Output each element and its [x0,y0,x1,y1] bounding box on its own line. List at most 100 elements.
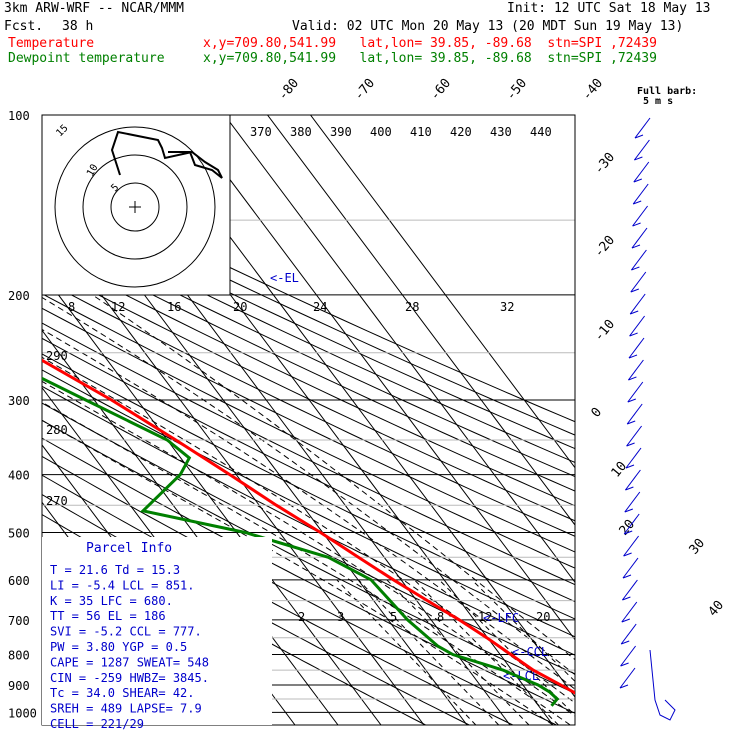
theta-label: 370 [250,125,272,139]
pressure-label: 200 [8,289,30,303]
barb-legend-title: Full barb: [637,86,697,97]
wind-barb-flag [631,266,640,271]
profile-layer [42,358,575,707]
top-isotherm-label: -80 [276,76,303,104]
mixing-ratio-label: 16 [167,300,181,314]
wind-barb [624,491,641,513]
right-isotherm-label: 30 [687,536,709,558]
valid-time: Valid: 02 UTC Mon 20 May 13 (20 MDT Sun … [292,19,684,34]
wind-barb-flag [634,134,644,139]
theta-label: 400 [370,125,392,139]
wind-barb-flag [628,354,638,359]
wind-barb-flag [624,508,633,513]
dewpoint-station-info: x,y=709.80,541.99 lat,lon= 39.85, -89.68… [203,51,657,66]
moist-adiabat [42,296,575,676]
wind-barb-flag [626,442,635,447]
low-level-wind-barbs [649,649,676,721]
dry-adiabat [42,293,575,553]
theta-label: 440 [530,125,552,139]
wind-barb-flag [634,156,643,161]
lower-mixing-ratio-label: 3 [337,610,344,624]
temperature-station-info: x,y=709.80,541.99 lat,lon= 39.85, -89.68… [203,36,657,51]
wind-barb-flag [630,310,639,315]
temperature-profile [42,358,575,695]
wind-barb-flag [621,618,630,623]
left-theta-label: 280 [46,423,68,437]
isotherm-line [42,272,382,725]
parcel-box-bg [42,537,272,725]
wind-barb-flag [621,640,630,645]
plot-frame [41,114,576,726]
isotherm-line [310,115,575,469]
top-isotherm-label: -40 [580,76,607,104]
hodograph-ring [110,182,160,232]
wind-barb-flag [633,178,642,183]
dry-adiabat [42,307,575,569]
parcel-row: SREH = 489 LAPSE= 7.9 [50,702,202,716]
wind-barb [632,205,648,227]
wind-barb-flag [627,420,636,425]
lower-mixing-ratio-label: 2 [298,610,305,624]
dry-adiabat [42,337,575,603]
wind-barb [630,271,647,293]
el-marker: <-EL [270,271,299,285]
pressure-label: 300 [8,394,30,408]
lower-mixing-ratio-label: 12 [478,610,492,624]
lower-mixing-ratio-label: 20 [536,610,550,624]
dry-adiabat [42,437,575,714]
wind-barb-flag [623,552,632,557]
parcel-title: Parcel Info [86,541,172,556]
dry-adiabat [42,224,575,478]
wind-barb-flag [633,200,642,205]
wind-barb-flag [628,376,637,381]
dry-adiabat [42,369,575,638]
mixing-ratio-label: 24 [313,300,327,314]
dry-adiabat [42,385,575,656]
hodograph-ring-label: 10 [85,163,101,179]
wind-barb [625,469,641,491]
right-isotherm-label: -20 [592,233,619,261]
wind-barb-flag [629,332,638,337]
parcel-row: Tc = 34.0 SHEAR= 42. [50,686,195,700]
wind-barb [622,579,638,601]
moist-adiabat [42,328,575,690]
wind-barb-flag [630,288,639,293]
lfc-marker: <-LFC [483,611,519,625]
wind-barb-flag [624,530,633,535]
isotherm-line [267,115,575,526]
wind-barb [633,161,650,183]
top-isotherm-label: -70 [352,76,379,104]
wind-barb [631,227,648,249]
wind-barb [629,293,646,315]
dry-adiabat [42,278,575,537]
isotherm-line [224,115,575,584]
parcel-row: SVI = -5.2 CCL = 777. [50,625,202,639]
dry-adiabat [42,175,575,423]
wind-barb [628,359,644,381]
parcel-row: LI = -5.4 LCL = 851. [50,578,195,592]
parcel-row: T = 21.6 Td = 15.3 [50,563,180,577]
mixing-ratio-label: 32 [500,300,514,314]
mixing-ratio-line [413,579,559,725]
dry-adiabat [42,187,575,436]
hodograph-frame [41,114,231,296]
wind-barb [627,381,644,403]
wind-barb [620,623,637,645]
parcel-row: K = 35 LFC = 680. [50,594,173,608]
wind-barb-flag [619,684,629,689]
lower-mixing-ratio-label: 8 [437,610,444,624]
wind-barb-flag [625,464,635,469]
mixing-ratio-label: 28 [405,300,419,314]
wind-barb [626,403,643,425]
right-isotherm-label: 40 [706,598,728,620]
wind-barb-flag [620,662,629,667]
pressure-label: 400 [8,469,30,483]
theta-label: 390 [330,125,352,139]
wind-barb [628,337,645,359]
forecast-hour: 38 h [62,19,94,34]
top-isotherm-label: -50 [504,76,531,104]
wind-barb [632,183,649,205]
mixing-ratio-label: 12 [111,300,125,314]
dry-adiabat [42,251,575,507]
